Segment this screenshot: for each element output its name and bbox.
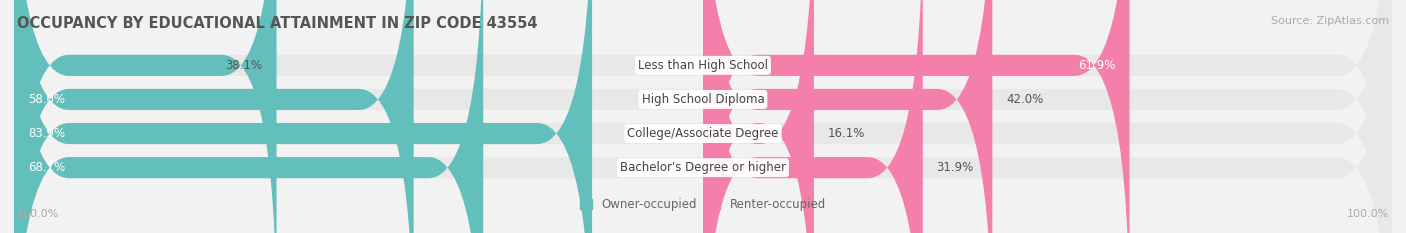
Text: 42.0%: 42.0% bbox=[1007, 93, 1043, 106]
FancyBboxPatch shape bbox=[14, 0, 1392, 233]
FancyBboxPatch shape bbox=[703, 0, 1129, 233]
FancyBboxPatch shape bbox=[14, 0, 484, 233]
Legend: Owner-occupied, Renter-occupied: Owner-occupied, Renter-occupied bbox=[579, 198, 827, 211]
Text: 38.1%: 38.1% bbox=[225, 59, 263, 72]
Text: 100.0%: 100.0% bbox=[17, 209, 59, 219]
FancyBboxPatch shape bbox=[14, 0, 1392, 233]
FancyBboxPatch shape bbox=[14, 0, 1392, 233]
Text: College/Associate Degree: College/Associate Degree bbox=[627, 127, 779, 140]
FancyBboxPatch shape bbox=[703, 0, 922, 233]
Text: 31.9%: 31.9% bbox=[936, 161, 974, 174]
Text: 61.9%: 61.9% bbox=[1078, 59, 1116, 72]
Text: 16.1%: 16.1% bbox=[828, 127, 865, 140]
FancyBboxPatch shape bbox=[14, 0, 413, 233]
FancyBboxPatch shape bbox=[703, 0, 993, 233]
Text: 58.0%: 58.0% bbox=[28, 93, 65, 106]
FancyBboxPatch shape bbox=[703, 0, 814, 233]
Text: Bachelor's Degree or higher: Bachelor's Degree or higher bbox=[620, 161, 786, 174]
Text: Less than High School: Less than High School bbox=[638, 59, 768, 72]
FancyBboxPatch shape bbox=[14, 0, 592, 233]
FancyBboxPatch shape bbox=[14, 0, 277, 233]
Text: OCCUPANCY BY EDUCATIONAL ATTAINMENT IN ZIP CODE 43554: OCCUPANCY BY EDUCATIONAL ATTAINMENT IN Z… bbox=[17, 16, 537, 31]
Text: 68.1%: 68.1% bbox=[28, 161, 65, 174]
Text: 100.0%: 100.0% bbox=[1347, 209, 1389, 219]
Text: Source: ZipAtlas.com: Source: ZipAtlas.com bbox=[1271, 16, 1389, 26]
FancyBboxPatch shape bbox=[14, 0, 1392, 233]
Text: 83.9%: 83.9% bbox=[28, 127, 65, 140]
Text: High School Diploma: High School Diploma bbox=[641, 93, 765, 106]
